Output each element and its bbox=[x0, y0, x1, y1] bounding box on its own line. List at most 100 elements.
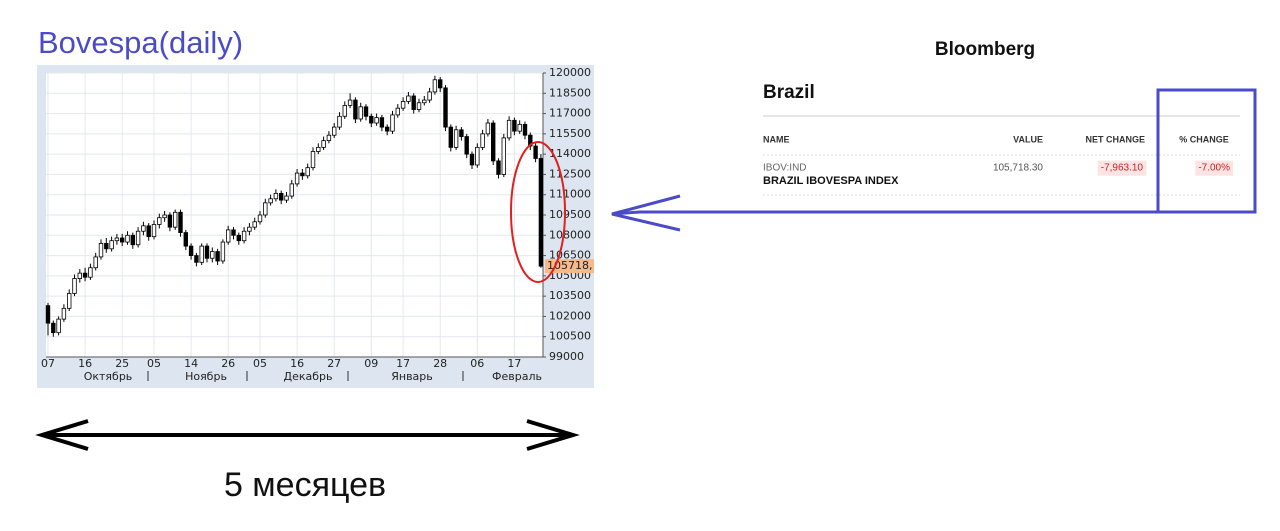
candle-body bbox=[268, 198, 273, 204]
month-label: Октябрь bbox=[84, 370, 133, 383]
candle-body bbox=[183, 232, 188, 247]
x-tick-label: 05 bbox=[147, 357, 161, 370]
candle-body bbox=[437, 79, 443, 89]
candle-body bbox=[114, 237, 120, 242]
candle-body bbox=[157, 217, 162, 225]
y-tick-label: 120000 bbox=[549, 66, 591, 79]
candle-body bbox=[252, 221, 257, 228]
y-tick-label: 114000 bbox=[549, 147, 591, 160]
y-tick-label: 112500 bbox=[549, 167, 591, 180]
candle-body bbox=[231, 229, 236, 236]
candle-body bbox=[363, 106, 369, 117]
candle-body bbox=[501, 137, 506, 175]
x-tick-label: 07 bbox=[41, 357, 55, 370]
candle-body bbox=[469, 153, 475, 166]
candle-body bbox=[194, 255, 199, 263]
candle-body bbox=[247, 226, 252, 232]
y-tick-label: 100500 bbox=[549, 330, 591, 343]
candle-body bbox=[151, 224, 157, 238]
candle-body bbox=[72, 278, 77, 294]
change-cell: -7,963.10 bbox=[1101, 163, 1144, 174]
quote-table: NAME VALUE NET CHANGE % CHANGE IBOV:INDBRAZI… bbox=[763, 134, 1234, 187]
candle-body bbox=[538, 158, 544, 267]
ticker: IBOV:IND bbox=[763, 163, 807, 174]
candle-body bbox=[427, 91, 432, 101]
candle-body bbox=[528, 134, 533, 147]
y-tick-label: 103500 bbox=[549, 289, 591, 302]
candle-body bbox=[93, 256, 98, 269]
candle-body bbox=[422, 99, 427, 104]
y-tick-label: 99000 bbox=[549, 350, 584, 363]
last-price-label: 105718, bbox=[547, 259, 593, 272]
month-label: Декабрь bbox=[284, 370, 333, 383]
x-tick-label: 14 bbox=[184, 357, 198, 370]
candle-body bbox=[490, 122, 496, 162]
y-tick-label: 109500 bbox=[549, 208, 591, 221]
candle-body bbox=[61, 307, 67, 320]
month-label: Ноябрь bbox=[185, 370, 227, 383]
candle-body bbox=[263, 202, 268, 216]
candle-body bbox=[82, 272, 88, 278]
candle-body bbox=[284, 195, 289, 201]
candle-body bbox=[289, 183, 294, 197]
table-heading: Brazil bbox=[763, 82, 815, 103]
negative-bg bbox=[1097, 160, 1147, 176]
x-tick-label: 05 bbox=[253, 357, 267, 370]
negative-bg bbox=[1195, 160, 1234, 176]
candle-body bbox=[98, 242, 104, 258]
value-cell: 105,718.30 bbox=[993, 163, 1043, 174]
candle-body bbox=[88, 267, 93, 278]
x-tick-label: 16 bbox=[290, 357, 304, 370]
index-name: BRAZIL IBOVESPA INDEX bbox=[763, 175, 899, 187]
x-tick-label: 17 bbox=[507, 357, 521, 370]
candlestick-chart: 9900010050010200010350010500010650010800… bbox=[41, 66, 594, 383]
candle-body bbox=[45, 305, 51, 324]
highlight-ellipse bbox=[510, 141, 566, 283]
month-label: Январь bbox=[391, 370, 433, 383]
candle-body bbox=[321, 140, 326, 148]
candle-body bbox=[236, 234, 241, 242]
x-tick-label: 25 bbox=[115, 357, 129, 370]
x-tick-label: 17 bbox=[396, 357, 410, 370]
candle-body bbox=[331, 126, 337, 136]
candle-body bbox=[395, 107, 400, 116]
candle-body bbox=[400, 101, 406, 109]
y-tick-label: 111000 bbox=[549, 188, 591, 201]
candle-body bbox=[67, 293, 72, 309]
brand: Bloomberg bbox=[935, 39, 1035, 60]
candle-body bbox=[522, 123, 528, 136]
double-arrow bbox=[35, 419, 580, 451]
candle-body bbox=[432, 79, 438, 93]
candle-body bbox=[406, 95, 411, 102]
candle-body bbox=[167, 214, 173, 228]
candle-body bbox=[384, 126, 390, 132]
candle-body bbox=[300, 172, 305, 177]
candle-body bbox=[411, 95, 416, 110]
candle-body bbox=[210, 251, 215, 259]
candle-body bbox=[369, 115, 374, 124]
x-tick-label: 27 bbox=[327, 357, 341, 370]
candle-body bbox=[464, 136, 469, 155]
candle-body bbox=[517, 123, 522, 132]
candle-body bbox=[178, 211, 183, 233]
candle-body bbox=[390, 114, 395, 132]
candle-body bbox=[56, 318, 61, 334]
candle-body bbox=[316, 146, 321, 152]
month-label: Февраль bbox=[492, 370, 542, 383]
candle-body bbox=[125, 234, 130, 243]
candle-body bbox=[130, 234, 135, 246]
candle-body bbox=[109, 240, 114, 250]
candle-body bbox=[305, 167, 310, 177]
candle-body bbox=[342, 105, 347, 117]
candle-body bbox=[448, 126, 453, 148]
column-header: VALUE bbox=[1013, 134, 1043, 144]
candle-body bbox=[278, 192, 284, 201]
candle-body bbox=[77, 272, 82, 279]
candle-body bbox=[135, 230, 141, 246]
pointer-arrow bbox=[611, 194, 1158, 232]
candle-body bbox=[294, 172, 300, 185]
candle-body bbox=[453, 129, 459, 148]
candle-body bbox=[326, 134, 332, 142]
candle-body bbox=[337, 115, 342, 128]
